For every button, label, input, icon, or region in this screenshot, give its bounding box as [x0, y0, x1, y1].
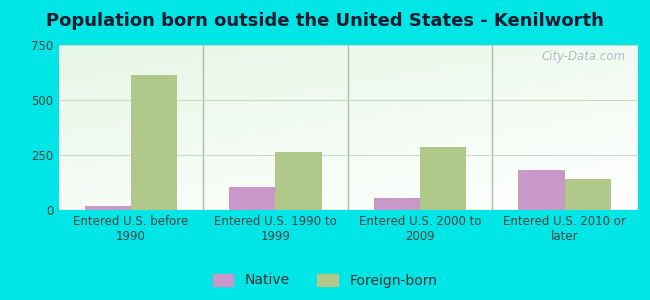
Bar: [84, 206, 131, 210]
Text: City-Data.com: City-Data.com: [541, 50, 625, 63]
Text: Population born outside the United States - Kenilworth: Population born outside the United State…: [46, 12, 604, 30]
Legend: Native, Foreign-born: Native, Foreign-born: [207, 268, 443, 293]
Bar: [420, 147, 466, 210]
Bar: [131, 75, 177, 210]
Bar: [276, 152, 322, 210]
Bar: [565, 179, 611, 210]
Bar: [519, 170, 565, 210]
Bar: [374, 198, 420, 210]
Bar: [229, 187, 276, 210]
